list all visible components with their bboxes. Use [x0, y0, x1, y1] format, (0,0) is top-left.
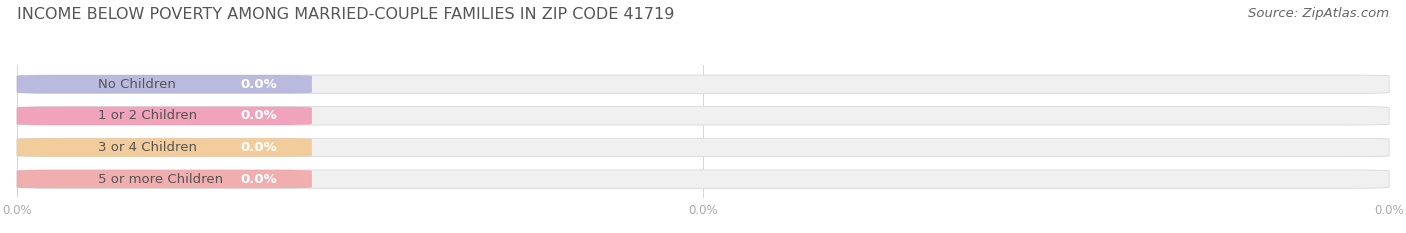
Text: 0.0%: 0.0% [240, 141, 277, 154]
FancyBboxPatch shape [17, 107, 312, 125]
Text: 3 or 4 Children: 3 or 4 Children [98, 141, 197, 154]
Text: 0.0%: 0.0% [240, 109, 277, 122]
FancyBboxPatch shape [17, 138, 312, 157]
FancyBboxPatch shape [17, 75, 312, 93]
FancyBboxPatch shape [17, 138, 1389, 157]
FancyBboxPatch shape [17, 75, 1389, 93]
Text: 0.0%: 0.0% [240, 173, 277, 185]
Text: Source: ZipAtlas.com: Source: ZipAtlas.com [1249, 7, 1389, 20]
Text: 5 or more Children: 5 or more Children [98, 173, 224, 185]
Text: INCOME BELOW POVERTY AMONG MARRIED-COUPLE FAMILIES IN ZIP CODE 41719: INCOME BELOW POVERTY AMONG MARRIED-COUPL… [17, 7, 675, 22]
Text: 0.0%: 0.0% [240, 78, 277, 91]
FancyBboxPatch shape [17, 170, 312, 188]
Text: No Children: No Children [98, 78, 176, 91]
Text: 1 or 2 Children: 1 or 2 Children [98, 109, 197, 122]
FancyBboxPatch shape [17, 170, 1389, 188]
FancyBboxPatch shape [17, 107, 1389, 125]
